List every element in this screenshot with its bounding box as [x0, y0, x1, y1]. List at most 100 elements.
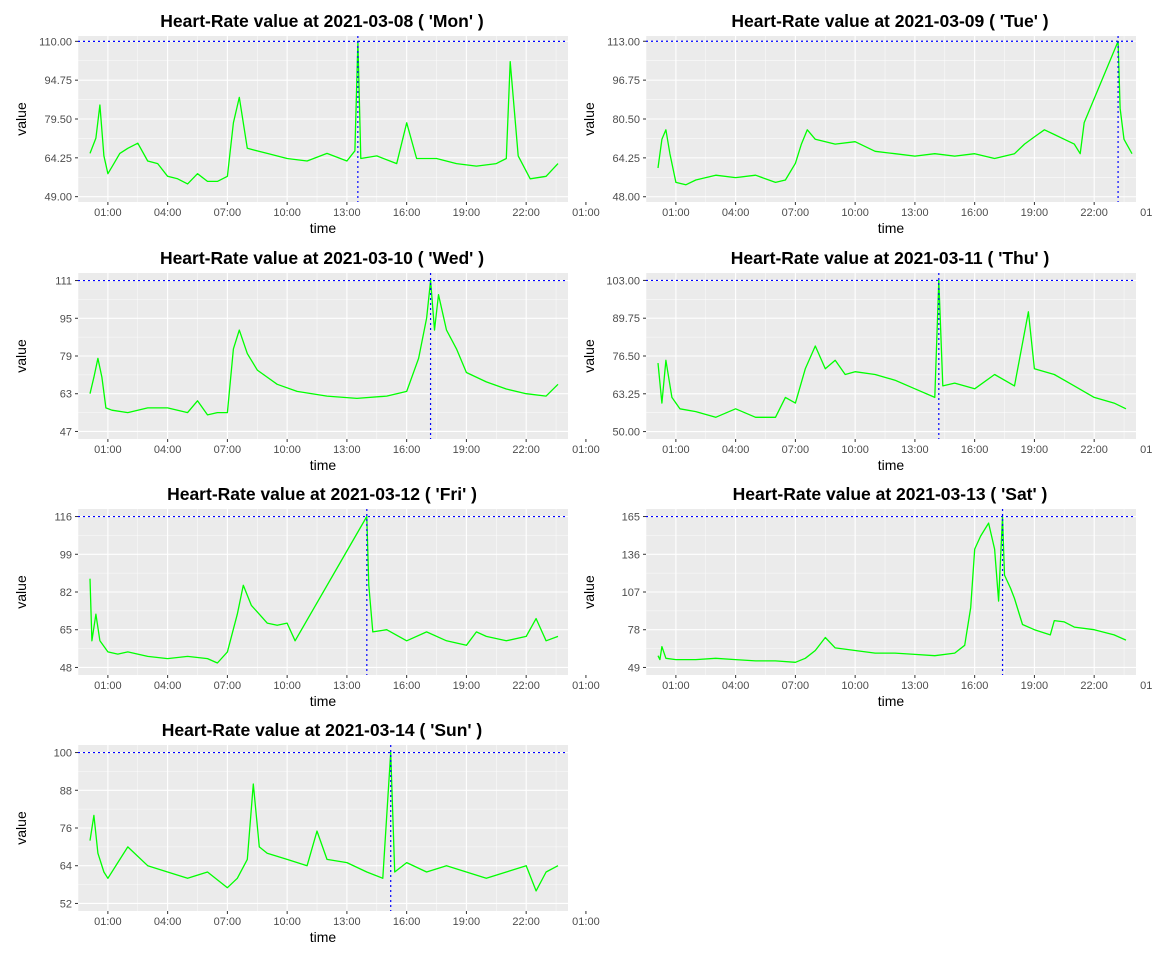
panel-plot-area — [78, 509, 568, 675]
x-tick-label: 10:00 — [841, 680, 869, 692]
y-axis-label: value — [13, 339, 29, 373]
x-tick-label: 04:00 — [722, 207, 750, 219]
y-tick-label: 50.00 — [612, 427, 640, 439]
y-tick-label: 48.00 — [612, 192, 640, 204]
x-tick-label: 04:00 — [154, 444, 182, 456]
x-axis-label: time — [310, 457, 337, 473]
y-axis-label: value — [581, 102, 597, 136]
x-tick-label: 01:00 — [94, 916, 122, 928]
x-tick-label: 01:00 — [572, 680, 600, 692]
facet-panel-1: 49.00 64.25 79.50 94.75 110.00 01:00 04:00 07:0… — [13, 11, 600, 236]
panel-plot-area — [78, 745, 568, 911]
y-tick-label: 116 — [54, 512, 72, 524]
x-tick-label: 16:00 — [393, 207, 421, 219]
y-tick-label: 136 — [622, 549, 640, 561]
y-tick-label: 63.25 — [612, 389, 640, 401]
x-tick-label: 07:00 — [782, 207, 810, 219]
panel-title: Heart-Rate value at 2021-03-11 ( 'Thu' ) — [731, 248, 1050, 268]
panel-plot-area — [646, 509, 1136, 675]
x-axis-label: time — [310, 693, 337, 709]
x-tick-label: 04:00 — [154, 680, 182, 692]
y-axis-label: value — [13, 811, 29, 845]
y-tick-label: 113.00 — [607, 36, 640, 48]
y-tick-label: 79 — [60, 351, 72, 363]
x-tick-label: 13:00 — [333, 680, 361, 692]
x-tick-label: 01:00 — [572, 444, 600, 456]
x-tick-label: 04:00 — [154, 916, 182, 928]
x-tick-label: 01:00 — [1140, 207, 1152, 219]
panel-title: Heart-Rate value at 2021-03-12 ( 'Fri' ) — [167, 484, 477, 504]
x-tick-label: 01:00 — [94, 207, 122, 219]
x-tick-label: 04:00 — [154, 207, 182, 219]
x-tick-label: 19:00 — [453, 444, 481, 456]
x-tick-label: 22:00 — [512, 916, 540, 928]
y-axis-label: value — [581, 339, 597, 373]
panel-plot-area — [646, 273, 1136, 439]
x-axis-label: time — [310, 929, 337, 945]
x-tick-label: 13:00 — [901, 207, 929, 219]
x-tick-label: 07:00 — [782, 444, 810, 456]
facet-panel-4: 50.00 63.25 76.50 89.75 103.00 01:00 04:00 07:0… — [581, 248, 1152, 473]
y-tick-label: 100 — [54, 748, 72, 760]
y-tick-label: 48 — [60, 662, 72, 674]
x-tick-label: 10:00 — [841, 444, 869, 456]
y-axis-label: value — [13, 102, 29, 136]
panel-plot-area — [78, 273, 568, 439]
x-tick-label: 01:00 — [572, 207, 600, 219]
y-tick-label: 63 — [60, 389, 72, 401]
x-tick-label: 22:00 — [512, 207, 540, 219]
panel-title: Heart-Rate value at 2021-03-13 ( 'Sat' ) — [733, 484, 1048, 504]
facet-panel-2: 48.00 64.25 80.50 96.75 113.00 01:00 04:00 07:0… — [581, 11, 1152, 236]
y-tick-label: 52 — [60, 898, 72, 910]
x-tick-label: 10:00 — [273, 207, 301, 219]
y-tick-label: 89.75 — [612, 313, 640, 325]
x-tick-label: 22:00 — [1080, 680, 1108, 692]
panel-title: Heart-Rate value at 2021-03-10 ( 'Wed' ) — [160, 248, 484, 268]
x-tick-label: 01:00 — [1140, 444, 1152, 456]
y-tick-label: 80.50 — [612, 114, 640, 126]
x-tick-label: 01:00 — [1140, 680, 1152, 692]
heart-rate-series-line — [657, 40, 1133, 186]
panel-title: Heart-Rate value at 2021-03-09 ( 'Tue' ) — [731, 11, 1048, 31]
y-tick-label: 78 — [628, 625, 640, 637]
facet-panel-5: 48 65 82 99 116 01:00 04:00 07:00 10:00 13:00 16:0… — [13, 484, 600, 709]
y-tick-label: 111 — [55, 276, 72, 288]
x-axis-label: time — [310, 220, 337, 236]
y-tick-label: 88 — [60, 785, 72, 797]
y-axis-label: value — [581, 575, 597, 609]
x-tick-label: 22:00 — [512, 444, 540, 456]
panel-title: Heart-Rate value at 2021-03-08 ( 'Mon' ) — [160, 11, 483, 31]
panel-title: Heart-Rate value at 2021-03-14 ( 'Sun' ) — [162, 720, 483, 740]
x-tick-label: 13:00 — [901, 444, 929, 456]
x-tick-label: 10:00 — [841, 207, 869, 219]
y-tick-label: 165 — [622, 512, 640, 524]
x-tick-label: 07:00 — [214, 916, 242, 928]
facet-panel-3: 47 63 79 95 111 01:00 04:00 07:00 10:00 13:00 16:0… — [13, 248, 600, 473]
y-tick-label: 49.00 — [44, 192, 72, 204]
x-axis-label: time — [878, 693, 905, 709]
x-tick-label: 01:00 — [662, 207, 690, 219]
y-tick-label: 110.00 — [39, 36, 72, 48]
x-tick-label: 07:00 — [214, 680, 242, 692]
x-tick-label: 22:00 — [1080, 207, 1108, 219]
panel-plot-area — [646, 36, 1136, 202]
y-tick-label: 103.00 — [606, 275, 640, 287]
x-tick-label: 16:00 — [393, 680, 421, 692]
x-tick-label: 16:00 — [961, 680, 989, 692]
y-tick-label: 96.75 — [612, 75, 640, 87]
y-tick-label: 99 — [60, 549, 72, 561]
x-tick-label: 01:00 — [662, 444, 690, 456]
facet-panel-6: 49 78 107 136 165 01:00 04:00 07:00 10:00 13:00 16… — [581, 484, 1152, 709]
x-tick-label: 16:00 — [961, 444, 989, 456]
heart-rate-series-line — [89, 515, 559, 664]
x-tick-label: 19:00 — [1021, 680, 1049, 692]
y-tick-label: 94.75 — [44, 75, 72, 87]
y-tick-label: 49 — [628, 662, 640, 674]
x-tick-label: 10:00 — [273, 680, 301, 692]
y-tick-label: 64.25 — [44, 153, 72, 165]
x-tick-label: 19:00 — [453, 680, 481, 692]
facet-panel-7: 52 64 76 88 100 01:00 04:00 07:00 10:00 13:00 16:0… — [13, 720, 600, 945]
heart-rate-series-line — [89, 40, 559, 185]
